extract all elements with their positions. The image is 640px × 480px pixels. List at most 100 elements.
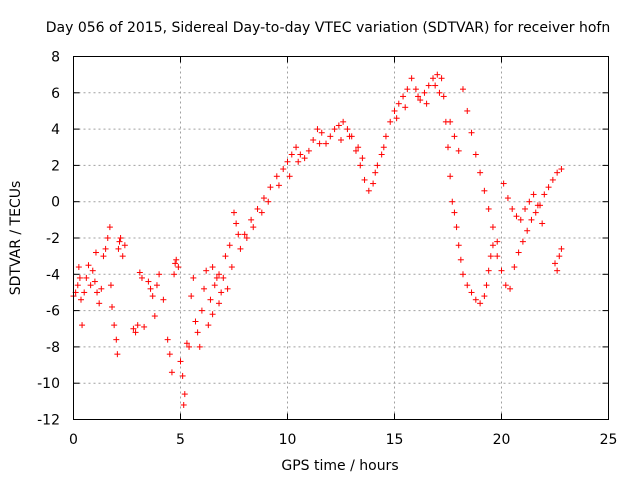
data-point xyxy=(310,136,317,143)
data-point xyxy=(145,278,152,285)
data-point xyxy=(92,249,99,256)
data-point xyxy=(408,75,415,82)
data-point xyxy=(344,126,351,133)
data-point xyxy=(524,227,531,234)
data-point xyxy=(231,209,237,216)
data-point xyxy=(250,224,257,231)
data-point xyxy=(464,107,471,114)
data-point xyxy=(166,351,173,358)
data-point xyxy=(96,300,103,307)
data-point xyxy=(218,289,225,296)
data-point xyxy=(534,202,541,209)
data-point xyxy=(472,151,479,158)
data-point xyxy=(554,169,561,176)
data-point xyxy=(494,253,501,260)
data-point xyxy=(224,285,231,292)
data-point xyxy=(323,140,330,147)
data-point xyxy=(160,296,167,303)
data-point xyxy=(183,340,190,347)
data-point xyxy=(489,242,496,249)
data-point xyxy=(425,82,432,89)
x-tick-labels: 0 5 10 15 20 25 xyxy=(69,432,617,448)
data-point xyxy=(173,256,180,263)
data-point xyxy=(77,296,84,303)
data-point xyxy=(517,216,524,223)
data-point xyxy=(100,253,107,260)
data-point xyxy=(558,245,565,252)
data-point xyxy=(205,322,212,329)
data-point xyxy=(293,144,300,151)
data-point xyxy=(434,71,441,78)
data-point xyxy=(327,133,334,140)
data-point xyxy=(507,285,514,292)
data-point xyxy=(519,238,526,245)
data-point xyxy=(207,296,214,303)
y-tick-labels: -12 -10 -8 -6 -4 -2 0 2 4 6 8 xyxy=(37,50,60,429)
data-point xyxy=(359,155,366,162)
data-point xyxy=(432,82,439,89)
data-point xyxy=(190,274,197,281)
data-point xyxy=(111,322,118,329)
data-point xyxy=(295,158,302,165)
y-tick-label: -8 xyxy=(46,340,60,356)
x-tick-label: 25 xyxy=(600,432,618,448)
data-point xyxy=(423,100,430,107)
data-point xyxy=(94,289,101,296)
data-point xyxy=(98,285,105,292)
data-point xyxy=(487,253,494,260)
data-point xyxy=(151,313,158,320)
data-point xyxy=(556,253,563,260)
data-point xyxy=(280,166,287,173)
data-point xyxy=(365,187,372,194)
data-point xyxy=(76,274,83,281)
data-point xyxy=(235,231,242,238)
data-point xyxy=(447,173,454,180)
data-point xyxy=(361,176,368,183)
data-point xyxy=(530,191,537,198)
data-point xyxy=(136,269,143,276)
data-point xyxy=(338,136,344,143)
data-point xyxy=(331,126,338,133)
data-point xyxy=(400,93,407,100)
data-point xyxy=(391,107,398,114)
data-point xyxy=(481,187,488,194)
data-point xyxy=(114,351,121,358)
data-point xyxy=(464,282,471,289)
data-point xyxy=(141,323,148,330)
data-point xyxy=(121,242,128,249)
data-point xyxy=(436,89,443,96)
data-point xyxy=(421,89,428,96)
data-point xyxy=(164,336,171,343)
data-point xyxy=(153,282,160,289)
data-point xyxy=(532,209,539,216)
data-point xyxy=(258,209,265,216)
data-point xyxy=(102,245,109,252)
x-tick-label: 5 xyxy=(176,432,185,448)
y-tick-label: -6 xyxy=(46,304,60,320)
data-point xyxy=(168,369,175,376)
data-point xyxy=(297,151,304,158)
data-point xyxy=(355,144,362,151)
data-point xyxy=(387,118,394,125)
data-point xyxy=(402,104,409,111)
data-point xyxy=(415,93,422,100)
data-point xyxy=(468,289,475,296)
data-point xyxy=(522,205,529,212)
data-point xyxy=(107,282,114,289)
data-point xyxy=(273,173,280,180)
x-axis-label: GPS time / hours xyxy=(281,458,398,474)
data-point xyxy=(241,231,248,238)
data-point xyxy=(132,329,139,336)
data-point xyxy=(175,264,182,271)
data-point xyxy=(502,282,509,289)
data-point xyxy=(457,256,464,263)
data-point xyxy=(211,282,218,289)
data-point xyxy=(113,336,120,343)
data-point xyxy=(509,205,516,212)
data-point xyxy=(395,100,402,107)
y-tick-label: 4 xyxy=(51,122,60,138)
data-point xyxy=(188,293,195,300)
data-point xyxy=(511,264,518,271)
data-point xyxy=(453,224,460,231)
data-point xyxy=(340,118,347,125)
